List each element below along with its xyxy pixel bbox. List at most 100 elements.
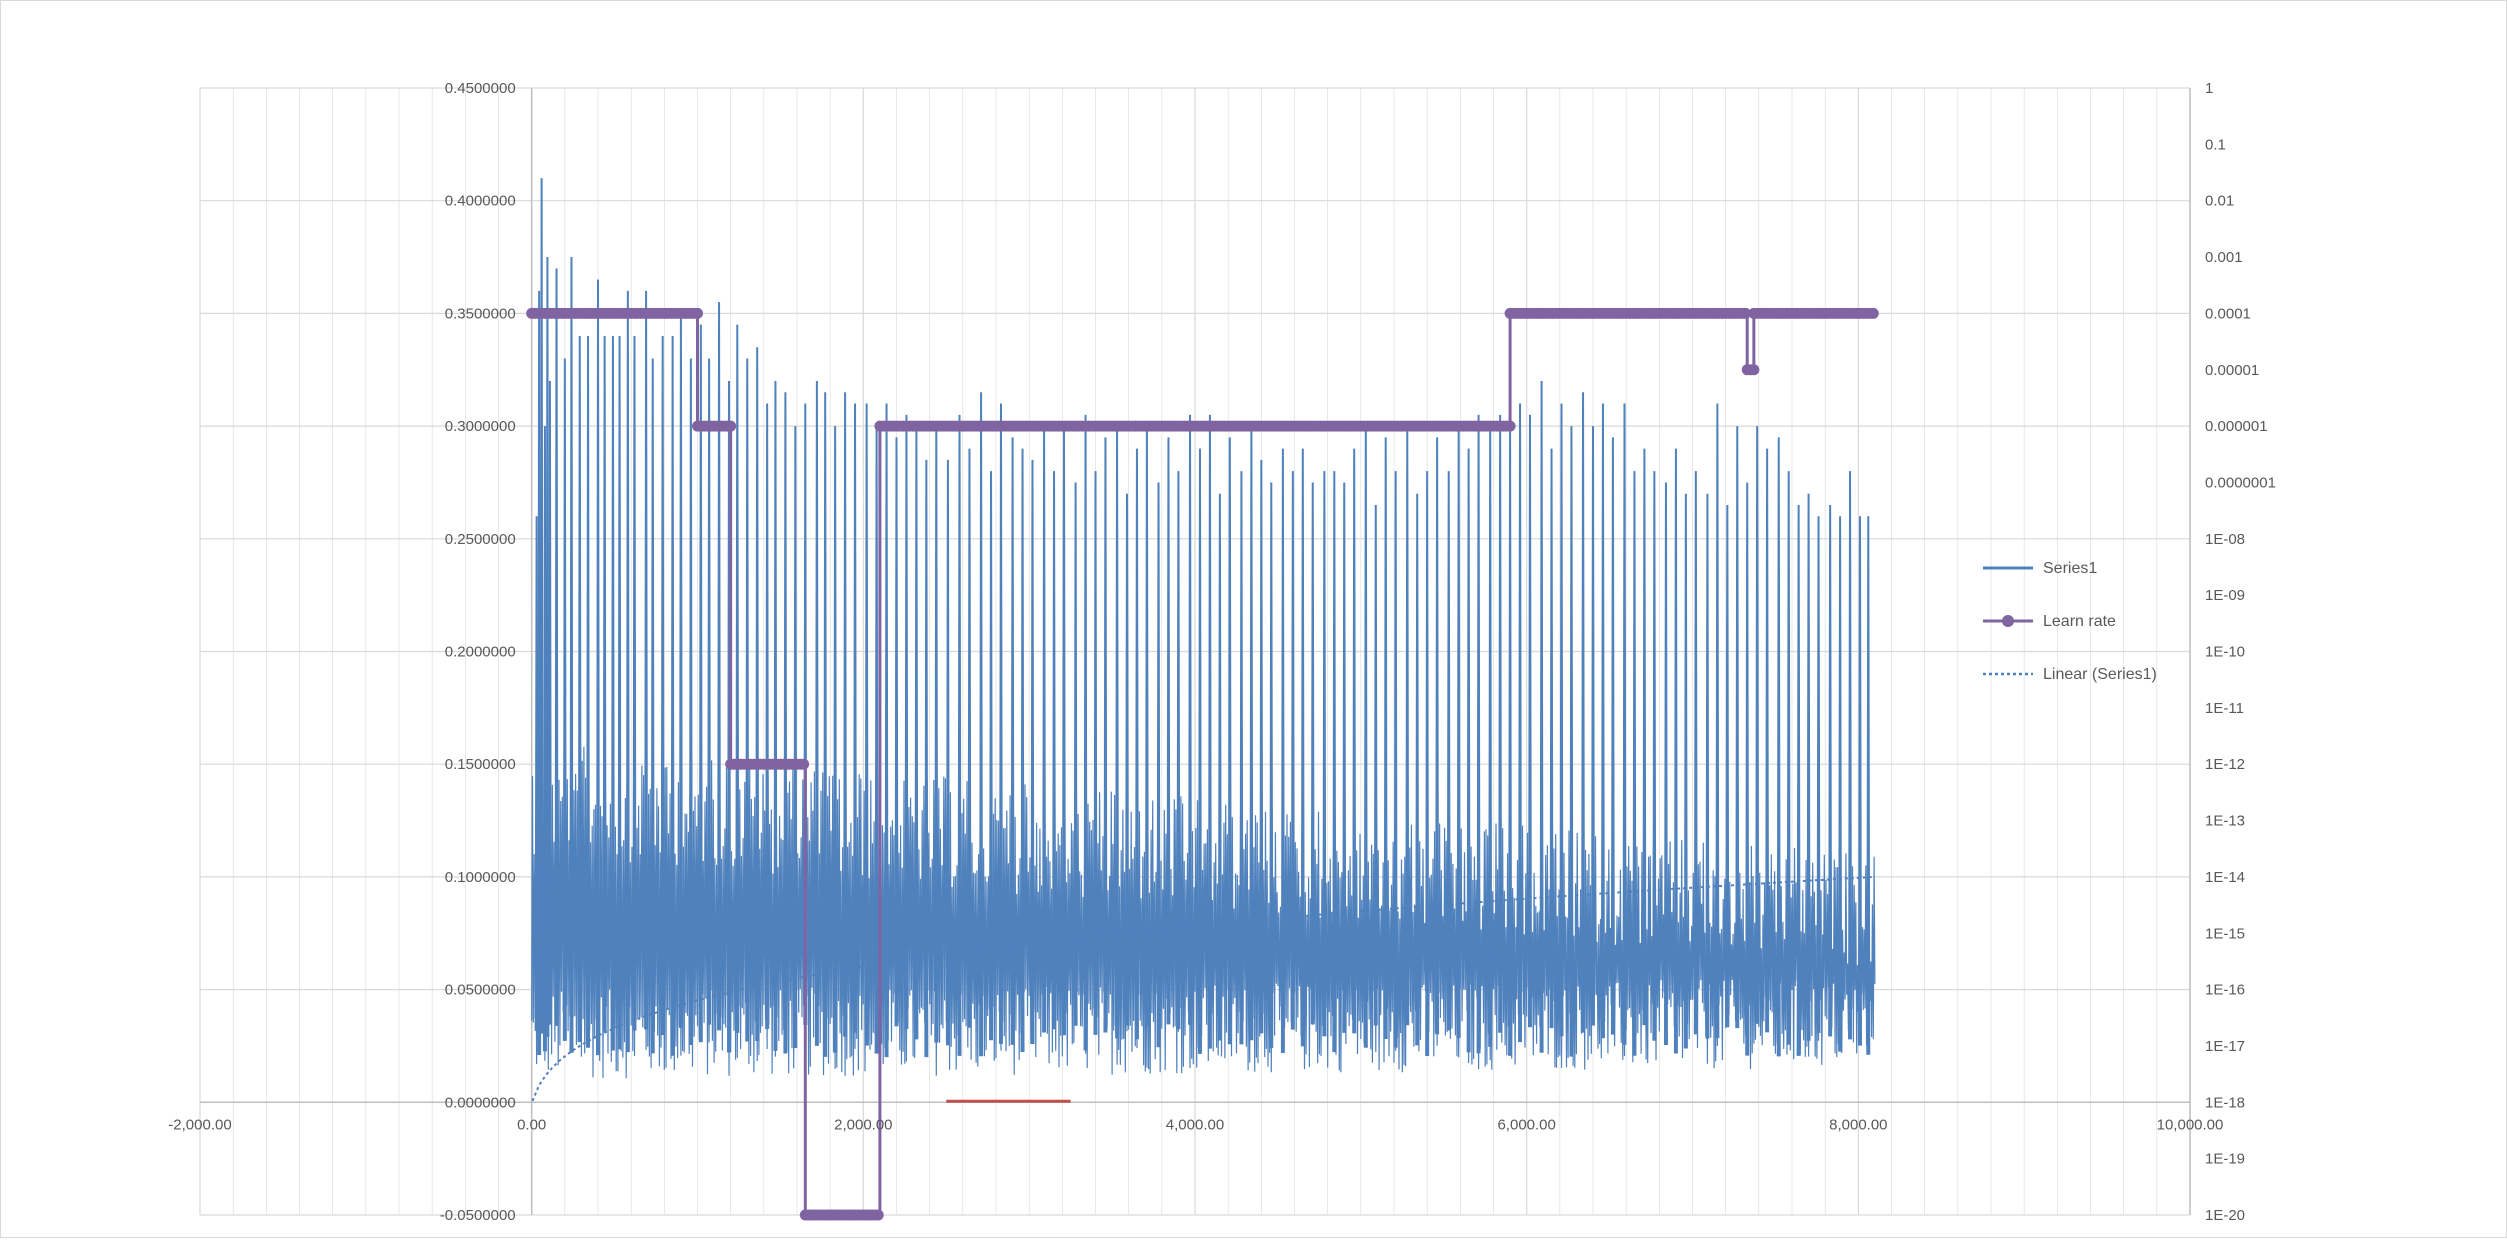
series1-spike: [735, 324, 740, 1033]
learn-rate-marker: [1740, 307, 1752, 319]
series1-spike: [1806, 493, 1811, 1041]
right-y-tick-label: 1E-19: [2205, 1151, 2245, 1168]
series1-spike: [1446, 471, 1451, 1031]
left-y-tick-label: -0.0500000: [440, 1207, 516, 1224]
series1-spike: [1144, 426, 1149, 1026]
series1-spike: [1176, 471, 1181, 1030]
series1-spike: [1498, 414, 1503, 1033]
series1-spike: [586, 335, 591, 1048]
series1-spike: [688, 358, 693, 1045]
series1-spike: [814, 381, 819, 1046]
series1-spike: [945, 459, 950, 1046]
series1-spike: [1652, 471, 1657, 1041]
legend-marker-learn-rate: [2002, 615, 2014, 627]
series1-spike: [745, 358, 750, 1042]
series1-spike: [1062, 426, 1066, 1036]
series1-spike: [884, 403, 889, 1058]
series1-spike: [1310, 482, 1315, 1025]
series1-spike: [1610, 437, 1615, 1035]
series1-spike: [1393, 471, 1398, 1048]
legend-label-linear-trend: Linear (Series1): [2043, 666, 2157, 683]
series1-spike: [1776, 437, 1781, 1057]
series1-spike: [1866, 516, 1871, 1055]
series1-spike: [1415, 493, 1420, 1046]
series1-spike: [1239, 471, 1244, 1045]
series1-spike: [843, 392, 848, 1037]
learn-rate-marker: [798, 758, 810, 770]
series1-spike: [1488, 426, 1493, 1047]
series1-spike: [547, 381, 552, 1025]
right-y-tick-label: 0.1: [2205, 136, 2226, 153]
series1-spike: [1816, 516, 1821, 1033]
series1-spike: [1725, 504, 1730, 1028]
series1-spike: [1632, 471, 1637, 1056]
series1-spike: [1796, 504, 1801, 1056]
right-y-tick-label: 1E-17: [2205, 1038, 2245, 1055]
series1-spike: [1456, 426, 1461, 1039]
series1-spike: [1217, 493, 1222, 1041]
x-tick-label: 0.00: [517, 1116, 546, 1133]
series1-spike: [1642, 448, 1647, 1026]
left-y-tick-label: 0.0000000: [445, 1094, 516, 1111]
series1-spike: [1663, 482, 1668, 1046]
right-y-tick-label: 0.00001: [2205, 362, 2259, 379]
series1-spike: [1518, 403, 1523, 1043]
series1-spike: [617, 335, 622, 1050]
right-y-tick-label: 1E-10: [2205, 644, 2245, 661]
series1-spike: [773, 381, 778, 1051]
series1-spike: [1591, 426, 1595, 1026]
series1-spike: [632, 335, 637, 1031]
learn-rate-marker: [692, 307, 703, 319]
series1-spike: [1259, 459, 1264, 1034]
series1-spike: [1786, 471, 1791, 1045]
series1-spike: [1425, 471, 1430, 1057]
left-y-tick-label: 0.3500000: [445, 305, 516, 322]
series1-spike: [853, 403, 858, 1033]
series1-spike: [1673, 448, 1678, 1054]
series1-spike: [765, 403, 770, 1029]
series1-spike: [1383, 437, 1388, 1039]
series1-spike: [1052, 471, 1057, 1030]
series1-spike: [1188, 414, 1193, 1025]
left-y-tick-label: 0.4500000: [445, 80, 516, 97]
series1-spike: [1828, 504, 1833, 1037]
series1-spike: [1622, 403, 1627, 1045]
series1-spike: [1527, 414, 1532, 1028]
series1-spike: [1581, 392, 1586, 1033]
x-axis-tick-labels: -2,000.00 0.00 2,000.00 4,000.00 6,000.00 8,0…: [168, 1116, 2223, 1133]
axes: [200, 88, 2191, 1215]
series1-spike: [1559, 403, 1564, 1037]
right-y-tick-label: 1E-13: [2205, 813, 2245, 830]
series1-spike: [1093, 471, 1098, 1035]
series1-spike: [1539, 381, 1544, 1053]
learn-rate-marker: [1504, 420, 1516, 432]
series1-spike: [610, 335, 615, 1051]
x-tick-label: 4,000.00: [1166, 1116, 1224, 1133]
series1-spike: [717, 302, 722, 1031]
series1-spike: [1735, 426, 1740, 1029]
series1-spike: [934, 426, 939, 1043]
series1-spike: [1405, 426, 1410, 1026]
right-y-tick-label: 1E-11: [2205, 700, 2244, 717]
left-y-tick-label: 0.0500000: [445, 982, 516, 999]
series1-spike: [904, 414, 909, 1029]
series1-layer: [531, 178, 1876, 1079]
series1-spike: [1269, 482, 1274, 1048]
series1-spike: [678, 313, 683, 1029]
series1-spike: [596, 279, 600, 1056]
legend-label-learn-rate: Learn rate: [2043, 613, 2116, 630]
series1-spike: [793, 426, 798, 1048]
series1-spike: [1322, 471, 1327, 1037]
series1-spike: [1600, 403, 1605, 1039]
learn-rate-marker: [1748, 364, 1760, 376]
series1-spike: [755, 347, 760, 1041]
series1-spike: [1705, 493, 1710, 1039]
series1-spike: [562, 358, 567, 1041]
series1-spike: [707, 358, 712, 1025]
left-y-tick-label: 0.1000000: [445, 869, 516, 886]
series1-spike: [1020, 448, 1025, 1052]
series1-spike: [1858, 516, 1862, 1046]
x-tick-label: 8,000.00: [1829, 1116, 1887, 1133]
series1-spike: [698, 324, 703, 1043]
